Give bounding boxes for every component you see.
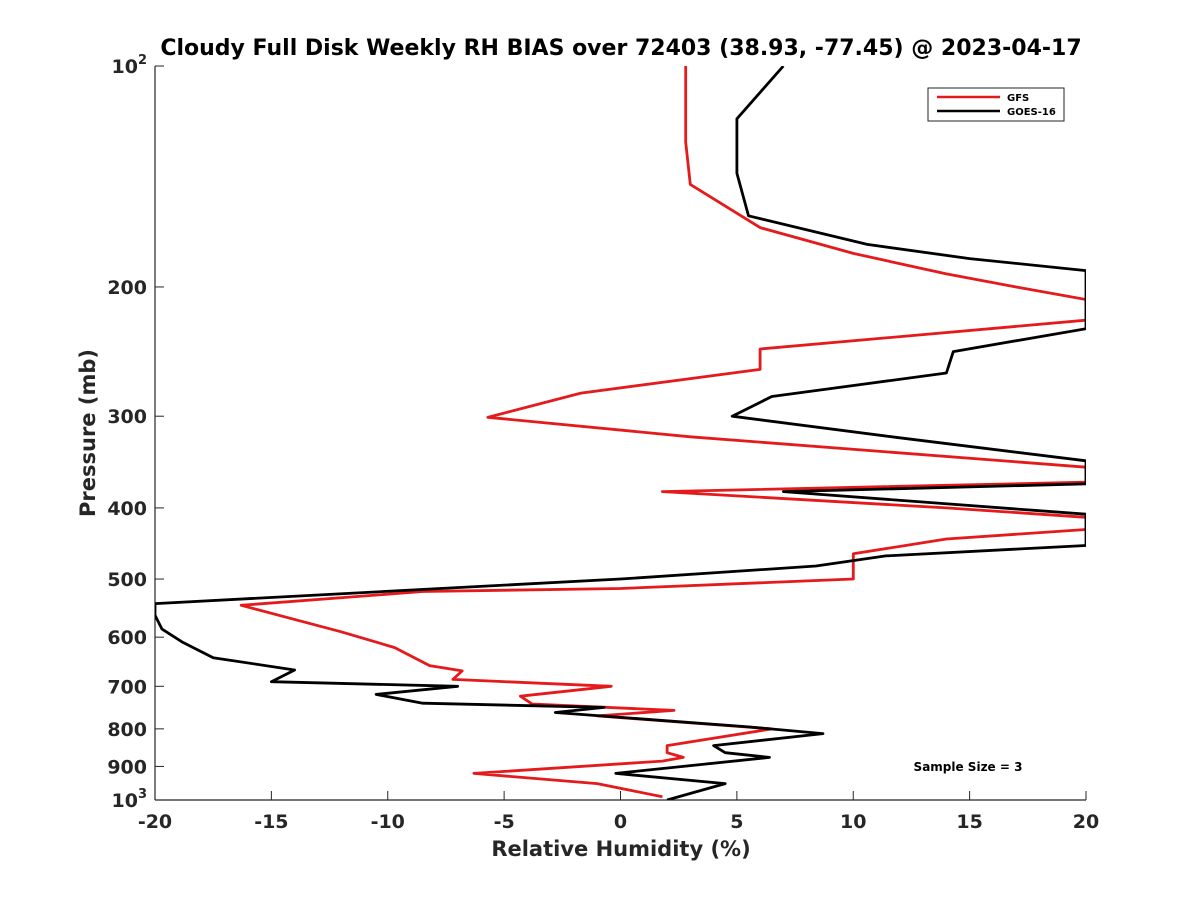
x-tick-label: 0	[614, 811, 627, 833]
x-axis-label: Relative Humidity (%)	[491, 837, 750, 861]
series-line-goes16	[155, 66, 1086, 800]
y-tick-label: 700	[107, 676, 147, 698]
x-tick-label: -20	[138, 811, 172, 833]
y-axis-label: Pressure (mb)	[76, 349, 100, 517]
x-tick-label: -5	[494, 811, 515, 833]
y-tick-label: 400	[107, 498, 147, 520]
y-tick-label: 200	[107, 277, 147, 299]
sample-size-annotation: Sample Size = 3	[914, 760, 1023, 774]
x-tick-label: 20	[1073, 811, 1099, 833]
legend-label-goes16: GOES-16	[1007, 107, 1056, 118]
chart-title: Cloudy Full Disk Weekly RH BIAS over 724…	[160, 36, 1081, 61]
legend: GFS GOES-16	[927, 87, 1065, 122]
plot-area: -20 -15 -10 -5 0 5 10 15 20 102 200 300 400 500 600 700…	[107, 53, 1099, 833]
y-tick-label: 600	[107, 627, 147, 649]
y-tick-label: 500	[107, 569, 147, 591]
x-tick-label: 10	[840, 811, 866, 833]
y-tick-label: 900	[107, 756, 147, 778]
x-tick-label: 5	[730, 811, 743, 833]
legend-box	[927, 87, 1065, 122]
y-tick-label: 800	[107, 719, 147, 741]
series-line-gfs	[239, 66, 1086, 799]
y-tick-label: 300	[107, 406, 147, 428]
legend-label-gfs: GFS	[1007, 93, 1029, 104]
y-tick-label: 103	[112, 787, 148, 812]
y-tick-label: 102	[112, 53, 148, 78]
x-tick-label: -15	[254, 811, 288, 833]
x-tick-label: 15	[956, 811, 982, 833]
x-tick-label: -10	[371, 811, 405, 833]
